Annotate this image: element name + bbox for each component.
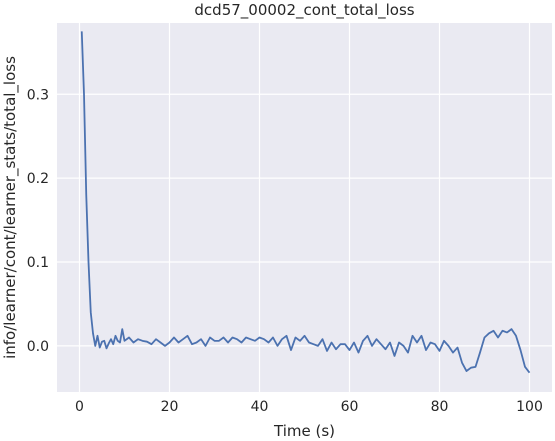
chart-title: dcd57_00002_cont_total_loss (194, 1, 414, 20)
grid (57, 23, 552, 392)
x-tick-label: 100 (516, 399, 543, 415)
x-axis-label: Time (s) (273, 422, 335, 440)
series-line (80, 31, 531, 374)
x-tick-label: 20 (161, 399, 179, 415)
x-tick-label: 0 (75, 399, 84, 415)
y-tick-label: 0.2 (27, 171, 49, 187)
y-tick-label: 0.0 (27, 339, 49, 355)
x-tick-label: 40 (251, 399, 269, 415)
x-tick-label: 60 (341, 399, 359, 415)
plot-area (57, 23, 552, 392)
y-axis-label: info/learner/cont/learner_stats/total_lo… (1, 56, 20, 359)
y-tick-label: 0.1 (27, 255, 49, 271)
x-tick-label: 80 (431, 399, 449, 415)
tick-labels: 0 20 40 60 80 100 0.0 0.1 0.2 0.3 (27, 87, 543, 415)
y-tick-label: 0.3 (27, 87, 49, 103)
series-layer (80, 31, 531, 374)
